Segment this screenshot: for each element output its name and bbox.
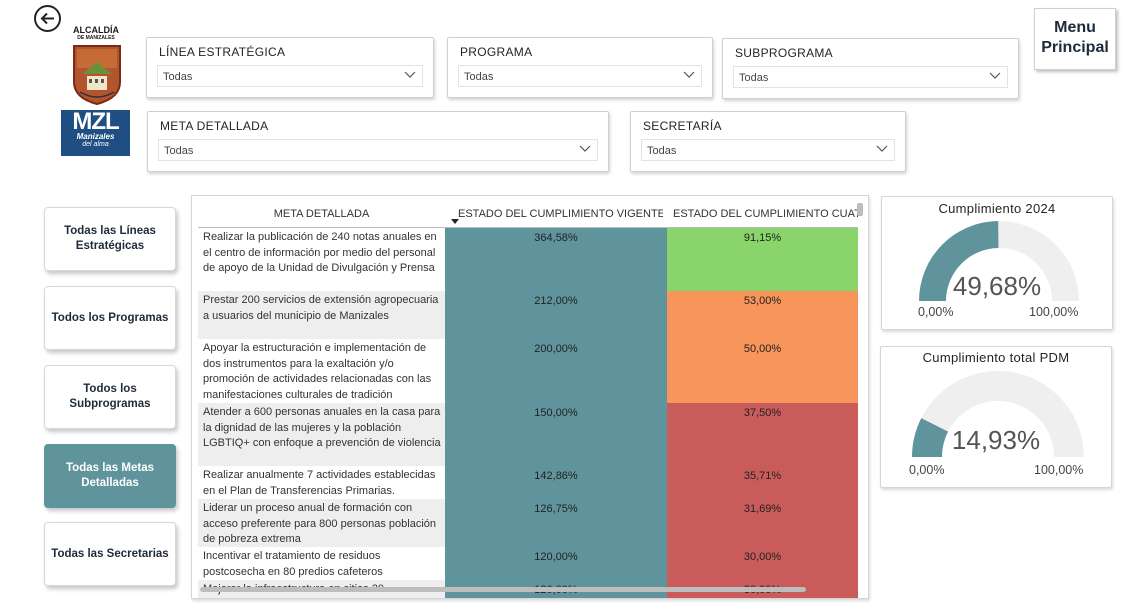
cuatrienio-cell: 91,15% xyxy=(667,228,858,291)
dropdown-value: Todas xyxy=(739,72,769,84)
meta-cell: Realizar la publicación de 240 notas anu… xyxy=(203,231,437,274)
cuatrienio-cell: 50,00% xyxy=(667,339,858,403)
meta-detallada-dropdown[interactable]: Todas xyxy=(158,139,598,161)
cuatrienio-cell: 31,69% xyxy=(667,499,858,547)
nav-button-label: Todas las Metas Detalladas xyxy=(66,462,154,489)
subprograma-dropdown[interactable]: Todas xyxy=(733,66,1008,88)
vigente-cell: 126,75% xyxy=(445,499,667,547)
gauge-cumplimiento-2024: Cumplimiento 2024 49,68% 0,00% 100,00% xyxy=(881,196,1113,330)
linea-estrategica-dropdown[interactable]: Todas xyxy=(157,65,423,87)
vertical-scrollbar[interactable] xyxy=(857,203,863,216)
gauge-min: 0,00% xyxy=(918,305,954,319)
horizontal-scrollbar[interactable] xyxy=(200,587,806,592)
logo-subtitle: DE MANIZALES xyxy=(77,35,115,41)
table-row: Realizar anualmente 7 actividades establ… xyxy=(198,466,858,499)
back-button[interactable] xyxy=(34,5,61,32)
chevron-down-icon xyxy=(876,145,888,152)
programa-dropdown[interactable]: Todas xyxy=(458,65,702,87)
meta-cell: Atender a 600 personas anuales en la cas… xyxy=(198,403,445,466)
nav-metas-detalladas-button[interactable]: Todas las Metas Detalladas xyxy=(44,444,176,508)
dropdown-value: Todas xyxy=(647,145,677,157)
nav-lineas-estrategicas-button[interactable]: Todas las Líneas Estratégicas xyxy=(44,207,176,271)
gauge-title: Cumplimiento 2024 xyxy=(938,201,1056,216)
menu-button-line1: Menu xyxy=(1054,19,1096,36)
subprograma-slicer: SUBPROGRAMA Todas xyxy=(722,38,1019,99)
slicer-label: PROGRAMA xyxy=(460,45,533,59)
table-header: META DETALLADA ESTADO DEL CUMPLIMIENTO V… xyxy=(198,199,858,228)
secretaria-slicer: SECRETARÍA Todas xyxy=(630,111,906,172)
meta-cell: Realizar anualmente 7 actividades establ… xyxy=(203,469,436,497)
meta-cell: Prestar 200 servicios de extensión agrop… xyxy=(198,291,445,339)
linea-estrategica-slicer: LÍNEA ESTRATÉGICA Todas xyxy=(146,37,434,98)
vigente-cell: 212,00% xyxy=(445,291,667,339)
programa-slicer: PROGRAMA Todas xyxy=(447,37,713,98)
cuatrienio-cell: 30,00% xyxy=(667,547,858,580)
nav-button-label: Todas las Secretarias xyxy=(51,547,169,560)
brand-line1: Manizales xyxy=(76,132,115,141)
gauge-arc xyxy=(919,221,1079,301)
column-header-vigente[interactable]: ESTADO DEL CUMPLIMIENTO VIGENTE xyxy=(458,208,663,220)
dropdown-value: Todas xyxy=(464,71,494,83)
table-row: Incentivar el tratamiento de residuos po… xyxy=(198,547,858,580)
gauge-arc xyxy=(912,371,1084,457)
nav-button-label: Todas las Líneas Estratégicas xyxy=(64,225,156,252)
chevron-down-icon xyxy=(989,72,1001,79)
dropdown-value: Todas xyxy=(163,71,193,83)
table-row: Realizar la publicación de 240 notas anu… xyxy=(198,228,858,291)
column-header-cuatrienio[interactable]: ESTADO DEL CUMPLIMIENTO CUATR xyxy=(673,208,858,220)
gauge-value: 49,68% xyxy=(952,271,1042,301)
slicer-label: META DETALLADA xyxy=(160,119,269,133)
gauge-max: 100,00% xyxy=(1034,463,1084,477)
gauge-title: Cumplimiento total PDM xyxy=(922,350,1070,365)
gauge-fill xyxy=(912,418,949,457)
gauge-min: 0,00% xyxy=(909,463,945,477)
slicer-label: SECRETARÍA xyxy=(643,119,722,133)
nav-secretarias-button[interactable]: Todas las Secretarias xyxy=(44,522,176,586)
chevron-down-icon xyxy=(683,71,695,78)
chevron-down-icon xyxy=(579,145,591,152)
gauge-max: 100,00% xyxy=(1029,305,1079,319)
nav-button-label: Todos los Subprogramas xyxy=(69,383,151,410)
dropdown-value: Todas xyxy=(164,145,194,157)
slicer-label: LÍNEA ESTRATÉGICA xyxy=(159,45,286,59)
alcaldia-logo-text: ALCALDÍA DE MANIZALES xyxy=(64,25,128,42)
table-row: Prestar 200 servicios de extensión agrop… xyxy=(198,291,858,339)
nav-button-label: Todos los Programas xyxy=(51,311,169,324)
arrow-left-icon xyxy=(40,12,54,25)
cuatrienio-cell: 53,00% xyxy=(667,291,858,339)
meta-cell: Liderar un proceso anual de formación co… xyxy=(198,499,445,547)
cuatrienio-cell: 35,71% xyxy=(667,466,858,499)
chevron-down-icon xyxy=(404,71,416,78)
nav-subprogramas-button[interactable]: Todos los Subprogramas xyxy=(44,365,176,429)
table-row: Atender a 600 personas anuales en la cas… xyxy=(198,403,858,466)
vigente-cell: 120,00% xyxy=(445,547,667,580)
brand-line2: del alma xyxy=(82,141,109,148)
menu-principal-button[interactable]: Menu Principal xyxy=(1034,8,1116,70)
metas-table: META DETALLADA ESTADO DEL CUMPLIMIENTO V… xyxy=(191,195,869,599)
column-header-meta[interactable]: META DETALLADA xyxy=(273,208,370,220)
slicer-label: SUBPROGRAMA xyxy=(735,46,833,60)
vigente-cell: 364,58% xyxy=(445,228,667,291)
sort-descending-icon xyxy=(451,219,459,224)
gauge-cumplimiento-total-pdm: Cumplimiento total PDM 14,93% 0,00% 100,… xyxy=(880,346,1112,488)
vigente-cell: 200,00% xyxy=(445,339,667,403)
meta-detallada-slicer: META DETALLADA Todas xyxy=(147,111,609,172)
mzl-brand-logo: MZL Manizales del alma xyxy=(61,110,130,156)
gauge-track xyxy=(912,371,1084,457)
brand-main: MZL xyxy=(72,108,119,135)
logo-title: ALCALDÍA xyxy=(73,25,119,35)
vigente-cell: 150,00% xyxy=(445,403,667,466)
table-row: Apoyar la estructuración e implementació… xyxy=(198,339,858,403)
meta-cell: Incentivar el tratamiento de residuos po… xyxy=(203,550,383,578)
coat-of-arms-icon xyxy=(73,45,121,106)
menu-button-line2: Principal xyxy=(1041,39,1109,56)
nav-programas-button[interactable]: Todos los Programas xyxy=(44,286,176,350)
meta-cell: Apoyar la estructuración e implementació… xyxy=(203,342,432,401)
gauge-fill xyxy=(919,221,999,301)
table-row: Liderar un proceso anual de formación co… xyxy=(198,499,858,547)
vigente-cell: 142,86% xyxy=(445,466,667,499)
cuatrienio-cell: 37,50% xyxy=(667,403,858,466)
secretaria-dropdown[interactable]: Todas xyxy=(641,139,895,161)
gauge-value: 14,93% xyxy=(951,425,1041,455)
